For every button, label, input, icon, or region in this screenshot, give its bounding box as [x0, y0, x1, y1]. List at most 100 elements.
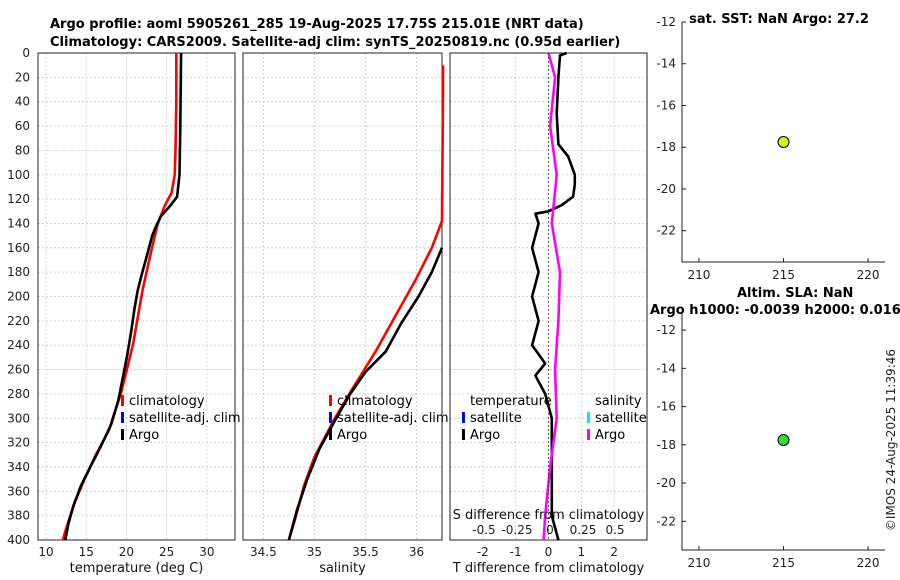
legend-sal-panel-marker [329, 412, 332, 423]
y-tick-label: 220 [7, 314, 30, 328]
y-tick-label: 320 [7, 436, 30, 450]
x-axis-label: T difference from climatology [452, 561, 645, 576]
map-y-tick-label: -14 [656, 361, 676, 375]
map-y-tick-label: -16 [656, 400, 676, 414]
legend-temp-panel-marker [121, 429, 124, 440]
x-tick-label: 2 [610, 545, 618, 559]
legend-sdiff-text: salinity [595, 394, 642, 409]
legend-temp-panel-text: Argo [129, 428, 159, 443]
legend-tdiff-marker [462, 412, 465, 423]
profile-panel-2: 34.5 35 35.5 36 salinity [242, 52, 445, 576]
y-tick-label: 280 [7, 387, 30, 401]
x-tick-label: 20 [119, 545, 134, 559]
legend-temp-panel-marker [121, 395, 124, 406]
map-x-tick-label: 215 [772, 556, 795, 570]
map-x-tick-label: 220 [857, 556, 880, 570]
map-y-tick-label: -16 [656, 98, 676, 112]
y-tick-label: 200 [7, 290, 30, 304]
y-tick-label: 360 [7, 484, 30, 498]
x-tick-label: 36 [409, 545, 424, 559]
y-tick-label: 140 [7, 216, 30, 230]
legend-temp-panel-text: satellite-adj. clim [129, 411, 241, 426]
secondary-tick-label: -0.25 [501, 523, 532, 537]
x-tick-label: 35 [307, 545, 322, 559]
y-tick-label: 20 [15, 70, 30, 84]
secondary-tick-label: 0 [546, 523, 554, 537]
profile-panel-3: -2 -1 0 1 2 T difference from climatology [449, 51, 648, 576]
legend-sdiff-marker [587, 412, 590, 423]
secondary-tick-label: 0.5 [605, 523, 624, 537]
x-tick-label: 0 [545, 545, 553, 559]
legend-temp-panel-text: climatology [129, 394, 205, 409]
legend-sdiff-marker [587, 429, 590, 440]
legend-tdiff-marker [462, 395, 465, 406]
legend-sdiff-marker [587, 395, 590, 406]
x-tick-label: -2 [477, 545, 489, 559]
map-x-tick-label: 215 [772, 268, 795, 282]
sla-map-panel: -12 -14 -16 -18 -20 -22 210 215 220 [656, 311, 885, 570]
x-axis-label: salinity [319, 561, 366, 576]
map-y-tick-label: -20 [656, 182, 676, 196]
map-x-tick-label: 210 [687, 268, 710, 282]
y-tick-label: 380 [7, 509, 30, 523]
map-y-tick-label: -12 [656, 323, 676, 337]
x-axis-label: temperature (deg C) [70, 561, 204, 576]
series-argo [287, 247, 444, 541]
map-y-tick-label: -22 [656, 224, 676, 238]
map-y-tick-label: -18 [656, 140, 676, 154]
x-tick-label: 34.5 [250, 545, 277, 559]
map-y-tick-label: -20 [656, 476, 676, 490]
panel-frame [242, 52, 443, 541]
x-tick-label: 25 [159, 545, 174, 559]
legend-sal-panel-text: climatology [337, 394, 413, 409]
title-line-2: Climatology: CARS2009. Satellite-adj cli… [50, 35, 620, 50]
legend-sal-panel-text: satellite-adj. clim [337, 411, 449, 426]
legend-tdiff-text: Argo [470, 428, 500, 443]
sla-title-1: Altim. SLA: NaN [737, 286, 853, 301]
x-tick-label: 30 [199, 545, 214, 559]
map-point [777, 434, 790, 447]
sst-title: sat. SST: NaN Argo: 27.2 [689, 12, 869, 27]
secondary-tick-label: 0.25 [570, 523, 597, 537]
map-y-tick-label: -18 [656, 438, 676, 452]
legend-sal-panel-marker [329, 429, 332, 440]
map-y-tick-label: -22 [656, 514, 676, 528]
legend-sal-panel-marker [329, 395, 332, 406]
y-tick-label: 40 [15, 95, 30, 109]
secondary-axis-label: S difference from climatology [453, 508, 645, 523]
profile-panel-1: 10 15 20 25 30 temperature (deg C) [37, 52, 236, 576]
legend-sdiff-text: Argo [595, 428, 625, 443]
map-y-tick-label: -14 [656, 57, 676, 71]
y-tick-label: 180 [7, 265, 30, 279]
map-x-tick-label: 210 [687, 556, 710, 570]
y-tick-label: 240 [7, 338, 30, 352]
map-point [777, 136, 790, 148]
legend-tdiff-text: temperature [470, 394, 552, 409]
series-s-argo [542, 52, 562, 541]
y-tick-label: 340 [7, 460, 30, 474]
secondary-tick-label: -0.5 [472, 523, 495, 537]
x-tick-label: 10 [38, 545, 53, 559]
legend-sdiff-text: satellite [595, 411, 647, 426]
x-tick-label: 35.5 [352, 545, 379, 559]
x-tick-label: 15 [79, 545, 94, 559]
map-x-tick-label: 220 [857, 268, 880, 282]
series-t-argo [530, 51, 577, 541]
legend-sal-panel-text: Argo [337, 428, 367, 443]
y-tick-label: 100 [7, 168, 30, 182]
y-tick-label: 120 [7, 192, 30, 206]
panel-frame [37, 52, 236, 541]
title-line-1: Argo profile: aoml 5905261_285 19-Aug-20… [50, 17, 584, 32]
legend-tdiff-marker [462, 429, 465, 440]
y-tick-label: 80 [15, 143, 30, 157]
sst-map-panel: -12 -14 -16 -18 -20 -22 210 215 220 [656, 15, 885, 282]
legend-temp-panel-marker [121, 412, 124, 423]
sla-title-2: Argo h1000: -0.0039 h2000: 0.016 [650, 303, 900, 318]
y-tick-label: 300 [7, 411, 30, 425]
y-tick-label: 0 [22, 46, 30, 60]
series-argo [64, 52, 183, 541]
credit-text: ©IMOS 24-Aug-2025 11:39:46 [884, 349, 898, 531]
legend-tdiff-text: satellite [470, 411, 522, 426]
map-y-tick-label: -12 [656, 15, 676, 29]
